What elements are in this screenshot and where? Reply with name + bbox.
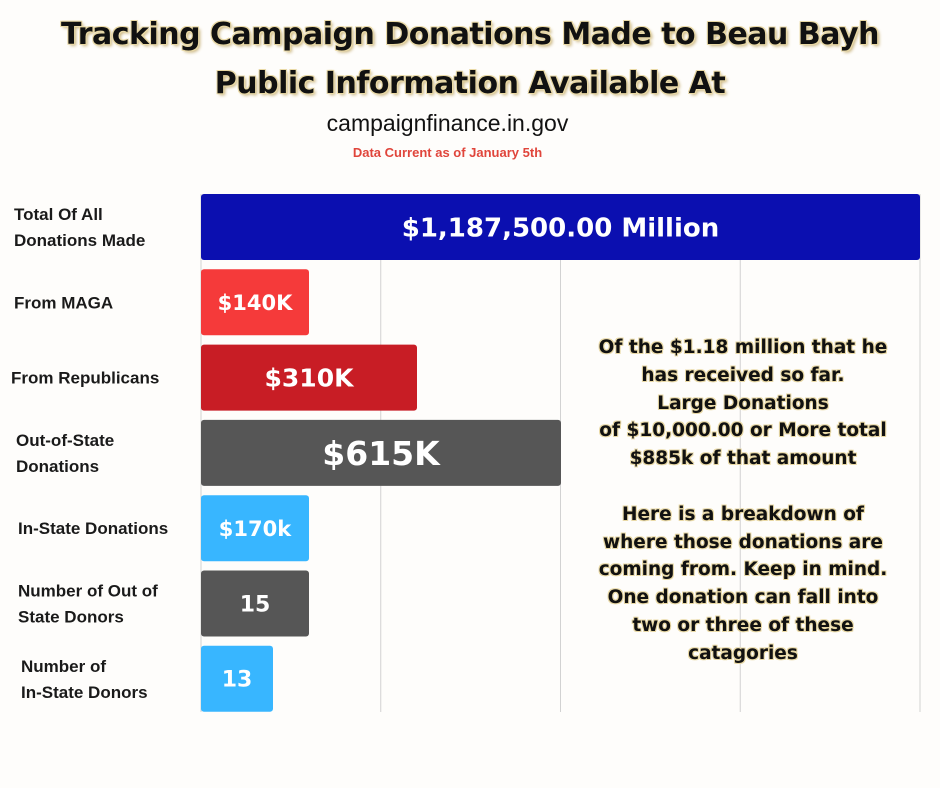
bar-data-label: $170k [219,517,292,541]
explanation-note: Of the $1.18 million that he has receive… [578,334,908,668]
bar [201,344,417,411]
category-label: Number of Out of [18,582,158,601]
category-labels: Total Of All Donations Made From MAGA From … [11,205,168,702]
category-label: Number of [21,657,106,676]
note-line: One donation can fall into [607,587,879,609]
category-label: State Donors [18,608,124,627]
note-line: Of the $1.18 million that he [598,337,888,358]
bar [201,645,273,712]
category-label: Donations [16,457,99,476]
bar [201,419,561,486]
note-line: where those donations are [603,531,883,553]
category-label: In-State Donors [21,683,148,702]
bar [201,194,920,260]
source-url: campaignfinance.in.gov [326,110,569,136]
bar-data-label: $615K [322,434,441,473]
note-line: coming from. Keep in mind. [598,559,888,581]
note-paragraph-1: Of the $1.18 million that he has receive… [578,334,908,473]
note-line: has received so far. [641,364,845,386]
category-label: Donations Made [14,231,145,250]
category-label: In-State Donations [18,519,168,538]
chart-title-line-2: Public Information Available At [214,66,726,101]
note-paragraph-2: Here is a breakdown of where those donat… [578,501,908,668]
note-line: Large Donations [657,392,829,414]
note-line: Here is a breakdown of [622,503,864,525]
bar-data-label: 13 [222,668,253,693]
data-current-note: Data Current as of January 5th [352,145,543,160]
note-line: two or three of these [632,614,854,636]
category-label: From Republicans [11,369,159,388]
category-label: Total Of All [14,205,103,224]
bar-data-label: $1,187,500.00 Million [402,213,719,243]
bar-data-label: $140K [218,291,293,315]
bar-data-label: 15 [240,592,271,617]
chart-title-line-1: Tracking Campaign Donations Made to Beau… [61,17,879,52]
category-label: Out-of-State [16,431,114,450]
category-label: From MAGA [14,293,113,312]
note-line: of $10,000.00 or More total [599,420,887,442]
note-line: catagories [688,642,798,664]
bar [201,570,309,637]
note-line: $885k of that amount [629,448,857,470]
bar-data-label: $310K [265,364,356,393]
bar [201,495,309,562]
chart-bars: $1,187,500.00 Million $140K $310K $615K $170… [201,194,920,712]
bar [201,269,309,336]
